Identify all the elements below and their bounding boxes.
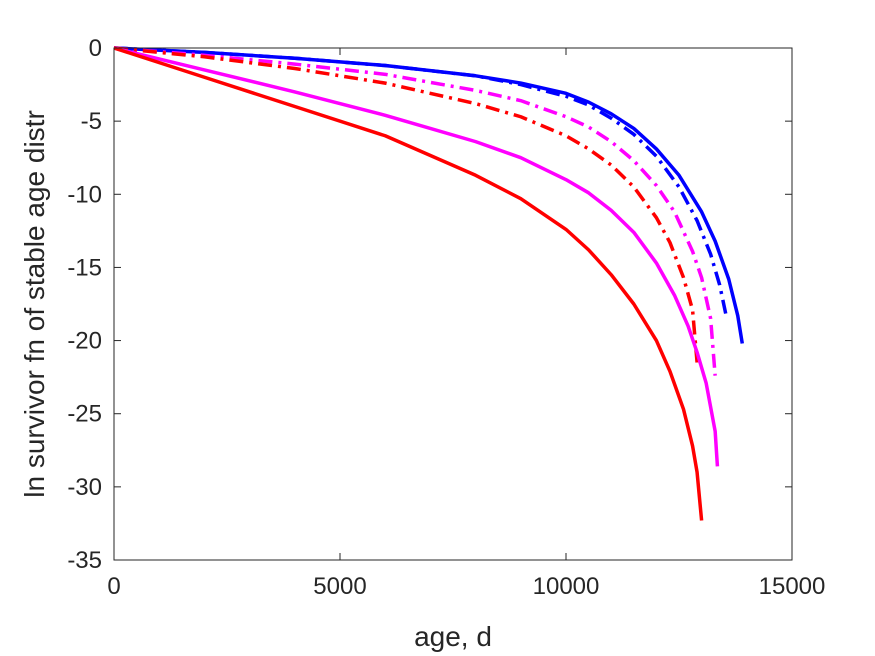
- y-tick-label: -5: [81, 108, 102, 135]
- y-tick-label: 0: [89, 35, 102, 62]
- y-tick-label: -30: [67, 474, 102, 501]
- series-line-3: [113, 46, 717, 376]
- series-line-5: [113, 46, 720, 467]
- series-line-2: [113, 46, 729, 318]
- y-axis-label: ln survivor fn of stable age distr: [19, 110, 50, 498]
- x-tick-label: 15000: [759, 573, 826, 600]
- x-axis-label: age, d: [414, 621, 492, 652]
- y-tick-label: -25: [67, 401, 102, 428]
- tick-layer: 0 5000 10000 15000 0 -5 -10 -15 -20 -25 -30 -35: [67, 35, 825, 600]
- series-line-6: [113, 46, 704, 521]
- y-tick-label: -20: [67, 328, 102, 355]
- x-tick-label: 5000: [313, 573, 366, 600]
- y-tick-label: -35: [67, 547, 102, 574]
- axes-box: [113, 47, 793, 561]
- x-tick-label: 10000: [533, 573, 600, 600]
- y-tick-label: -15: [67, 254, 102, 281]
- series-line-4: [113, 46, 699, 363]
- y-tick-label: -10: [67, 181, 102, 208]
- x-tick-label: 0: [107, 573, 120, 600]
- series-layer: [113, 46, 745, 521]
